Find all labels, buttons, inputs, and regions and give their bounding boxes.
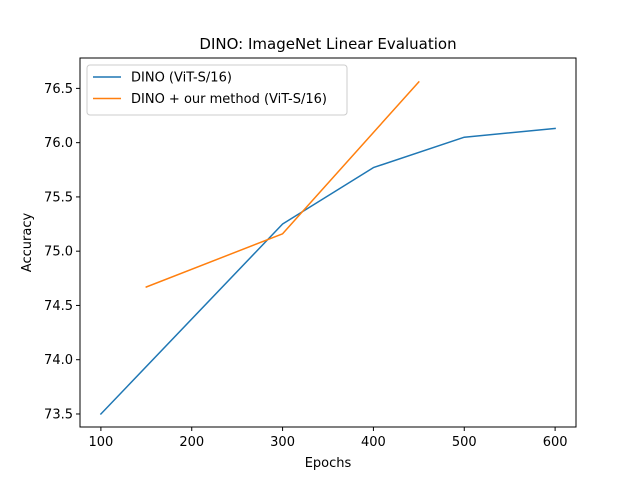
y-tick-label: 76.0 <box>44 136 73 151</box>
y-tick-label: 73.5 <box>44 407 73 422</box>
x-tick-label: 300 <box>270 435 295 450</box>
y-tick-label: 75.0 <box>44 245 73 260</box>
y-axis-label: Accuracy <box>20 213 35 273</box>
series-line-1 <box>99 127 556 416</box>
x-tick-label: 400 <box>361 435 386 450</box>
legend-label-1: DINO (ViT-S/16) <box>131 71 232 86</box>
x-tick-label: 100 <box>88 435 113 450</box>
y-tick-label: 74.0 <box>44 353 73 368</box>
x-axis-label: Epochs <box>305 456 352 471</box>
x-tick-label: 500 <box>452 435 477 450</box>
y-tick-label: 74.5 <box>44 299 73 314</box>
legend-label-2: DINO + our method (ViT-S/16) <box>131 92 327 107</box>
series-layer <box>99 80 556 416</box>
y-tick-label: 75.5 <box>44 190 73 205</box>
x-tick-label: 600 <box>543 435 568 450</box>
series-line-2 <box>145 80 420 288</box>
x-tick-label: 200 <box>179 435 204 450</box>
plot-frame <box>79 57 577 428</box>
ticks-layer: 100 200 300 400 500 600 73.5 74.0 74.5 75.0 75.5 76… <box>44 82 567 450</box>
chart-title: DINO: ImageNet Linear Evaluation <box>199 35 456 53</box>
y-tick-label: 76.5 <box>44 82 73 97</box>
legend-box <box>86 64 348 116</box>
legend: DINO (ViT-S/16) DINO + our method (ViT-S/… <box>86 64 348 116</box>
